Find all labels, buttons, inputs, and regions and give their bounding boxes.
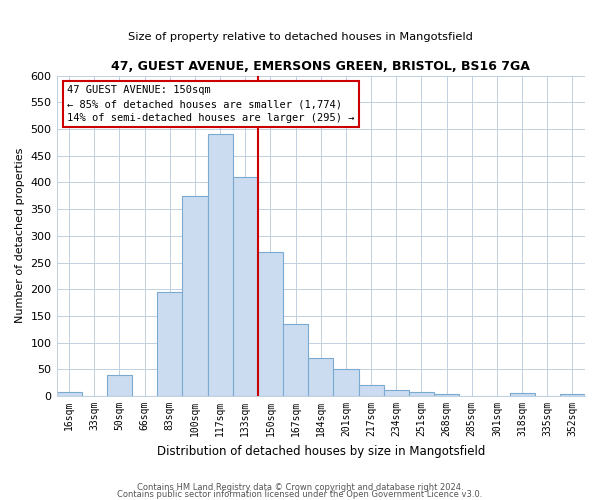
Bar [409, 392, 434, 396]
Bar [157, 292, 182, 396]
Text: Size of property relative to detached houses in Mangotsfield: Size of property relative to detached ho… [128, 32, 472, 42]
Bar [509, 394, 535, 396]
Bar [233, 177, 258, 396]
Bar [258, 252, 283, 396]
Bar [383, 390, 409, 396]
Text: 47 GUEST AVENUE: 150sqm
← 85% of detached houses are smaller (1,774)
14% of semi: 47 GUEST AVENUE: 150sqm ← 85% of detache… [67, 85, 355, 123]
Bar [283, 324, 308, 396]
Bar [308, 358, 334, 396]
Bar [208, 134, 233, 396]
Text: Contains HM Land Registry data © Crown copyright and database right 2024.: Contains HM Land Registry data © Crown c… [137, 484, 463, 492]
Bar [107, 374, 132, 396]
Bar [56, 392, 82, 396]
Bar [434, 394, 459, 396]
Bar [359, 386, 383, 396]
Bar [182, 196, 208, 396]
Text: Contains public sector information licensed under the Open Government Licence v3: Contains public sector information licen… [118, 490, 482, 499]
X-axis label: Distribution of detached houses by size in Mangotsfield: Distribution of detached houses by size … [157, 444, 485, 458]
Bar [334, 370, 359, 396]
Bar [560, 394, 585, 396]
Title: 47, GUEST AVENUE, EMERSONS GREEN, BRISTOL, BS16 7GA: 47, GUEST AVENUE, EMERSONS GREEN, BRISTO… [112, 60, 530, 73]
Y-axis label: Number of detached properties: Number of detached properties [15, 148, 25, 324]
